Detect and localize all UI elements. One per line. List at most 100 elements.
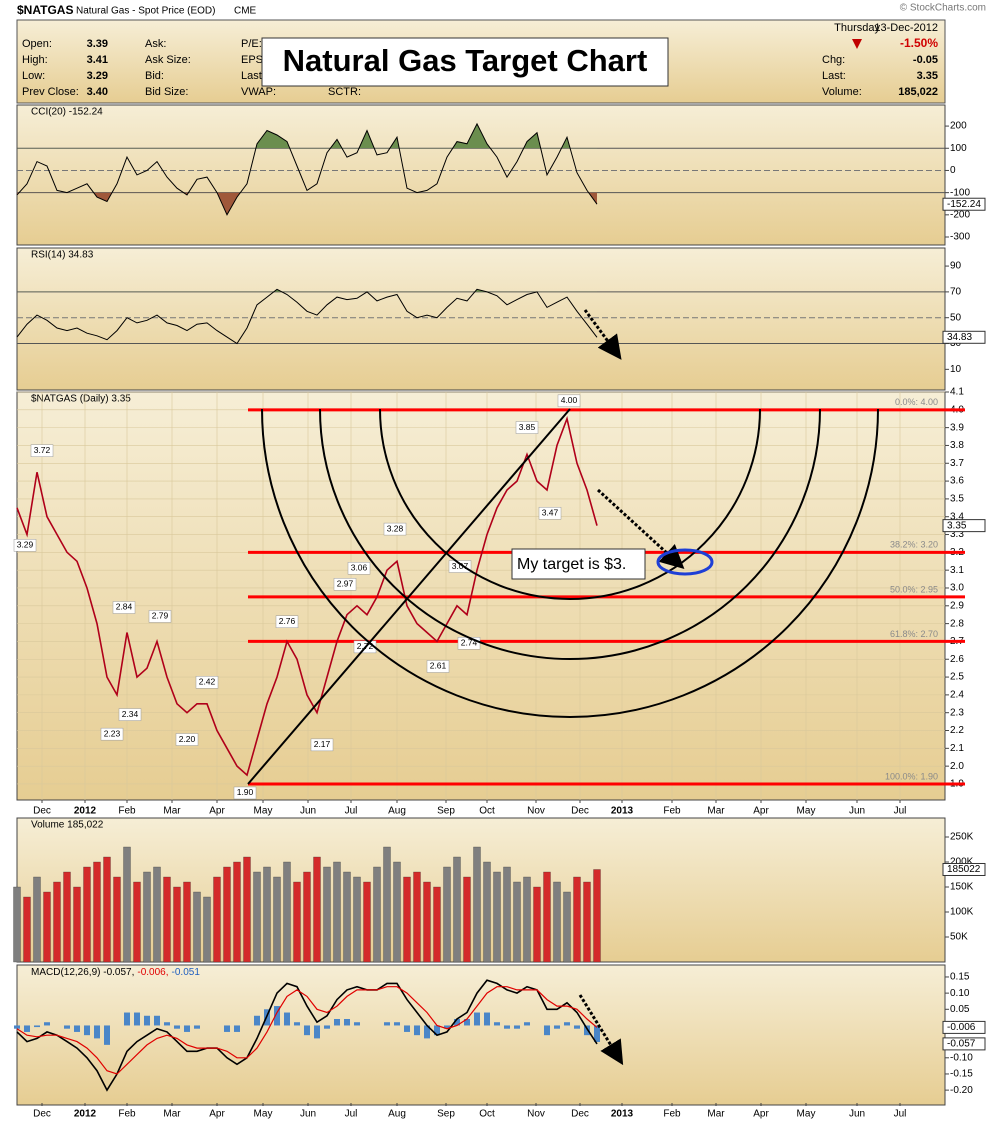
y-tick-label: 2.1 xyxy=(950,743,964,754)
histogram-bar xyxy=(344,1018,350,1026)
x-tick-label: Feb xyxy=(118,806,136,817)
y-tick-label: 200K xyxy=(950,857,974,868)
last-value: 34.83 xyxy=(947,332,972,343)
volume-bar xyxy=(303,871,311,963)
field-label: Prev Close: xyxy=(22,86,79,98)
volume-bar xyxy=(23,896,31,963)
last-value: 185022 xyxy=(947,864,981,875)
histogram-bar xyxy=(334,1018,340,1026)
field-value: 3.39 xyxy=(87,38,108,50)
histogram-bar xyxy=(284,1012,290,1026)
y-tick-label: 3.5 xyxy=(950,494,964,505)
x-tick-label: Oct xyxy=(479,806,495,817)
histogram-bar xyxy=(154,1015,160,1026)
x-tick-label: Feb xyxy=(118,1109,136,1120)
point-label-box xyxy=(557,394,581,408)
y-tick-label: 3.9 xyxy=(950,422,964,433)
volume-bar xyxy=(33,876,41,963)
field-label: Open: xyxy=(22,38,52,50)
field-label: Ask: xyxy=(145,38,166,50)
dotted-arrow xyxy=(578,994,624,1066)
point-label: 2.74 xyxy=(461,638,478,648)
y-tick-label: 70 xyxy=(950,287,962,298)
line xyxy=(16,122,598,216)
volume-bar xyxy=(533,886,541,963)
y-tick-label: 2.9 xyxy=(950,600,964,611)
y-tick-label: 10 xyxy=(950,364,962,375)
x-tick-label: May xyxy=(797,1109,816,1120)
x-tick-label: 2013 xyxy=(611,806,634,817)
volume-bar xyxy=(453,856,461,963)
instrument-name: Natural Gas - Spot Price (EOD) xyxy=(76,6,215,17)
point-label-box xyxy=(333,578,357,591)
date: 13-Dec-2012 xyxy=(874,22,938,34)
last-value: -0.006 xyxy=(947,1022,976,1033)
volume-bar xyxy=(543,871,551,963)
x-tick-label: Nov xyxy=(527,806,545,817)
volume-bar xyxy=(333,861,341,963)
histogram-bar xyxy=(354,1022,360,1026)
histogram-bar xyxy=(564,1022,570,1026)
histogram-bar xyxy=(434,1025,440,1036)
histogram-bar xyxy=(134,1012,140,1026)
last-value: 3.35 xyxy=(947,520,967,531)
point-label-box xyxy=(275,615,299,628)
histogram-bar xyxy=(514,1025,520,1029)
field-label: Last xyxy=(241,70,262,82)
fib-label: 61.8%: 2.70 xyxy=(890,629,938,639)
field-value: 3.41 xyxy=(87,54,108,66)
point-label: 3.28 xyxy=(387,523,404,533)
histogram-bar xyxy=(164,1022,170,1026)
fib-arc xyxy=(379,408,761,600)
y-tick-label: 90 xyxy=(950,261,962,272)
volume-bar xyxy=(173,886,181,963)
dotted-arrow xyxy=(583,309,622,360)
fib-label: 50.0%: 2.95 xyxy=(890,584,938,594)
point-label-box xyxy=(148,610,172,623)
histogram-bar xyxy=(74,1025,80,1032)
point-label-box xyxy=(448,560,472,573)
point-label: 2.84 xyxy=(116,602,133,612)
x-tick-label: Jul xyxy=(345,1109,358,1120)
last-value-box xyxy=(942,862,986,876)
histogram-bar xyxy=(34,1025,40,1028)
y-tick-label: 4.1 xyxy=(950,387,964,398)
down-triangle xyxy=(852,39,862,49)
point-label-box xyxy=(175,733,199,746)
last-value-box xyxy=(942,197,986,211)
point-label-box xyxy=(310,738,334,752)
point-label-box xyxy=(347,562,371,575)
histogram-bar xyxy=(144,1015,150,1026)
field-label: Bid Size: xyxy=(145,86,188,98)
point-label: 3.29 xyxy=(17,540,34,550)
volume-bar xyxy=(563,891,571,963)
volume-bar xyxy=(123,846,131,963)
y-tick-label: -200 xyxy=(950,209,970,220)
y-tick-label: 2.6 xyxy=(950,654,964,665)
x-tick-label: May xyxy=(254,806,273,817)
x-tick-label: Apr xyxy=(753,1109,769,1120)
volume-bar xyxy=(573,876,581,963)
volume-bar xyxy=(233,861,241,963)
field-label: Low: xyxy=(22,70,45,82)
histogram-bar xyxy=(524,1022,530,1026)
volume-bar xyxy=(363,881,371,963)
symbol: $NATGAS xyxy=(17,3,73,17)
histogram-bar xyxy=(404,1025,410,1032)
histogram-bar xyxy=(324,1025,330,1029)
x-tick-label: Sep xyxy=(437,1109,455,1120)
point-label-box xyxy=(30,444,54,457)
volume-bar xyxy=(513,881,521,963)
histogram-bar xyxy=(94,1025,100,1039)
volume-bar xyxy=(433,886,441,963)
volume-bar xyxy=(223,866,231,963)
histogram-bar xyxy=(584,1025,590,1036)
histogram-bar xyxy=(254,1015,260,1026)
volume-bar xyxy=(313,856,321,963)
histogram-bar xyxy=(574,1025,580,1029)
x-tick-label: Jul xyxy=(894,806,907,817)
volume-bar xyxy=(83,866,91,963)
volume-bar xyxy=(413,871,421,963)
histogram-bar xyxy=(124,1012,130,1026)
annotation-box xyxy=(511,548,646,580)
